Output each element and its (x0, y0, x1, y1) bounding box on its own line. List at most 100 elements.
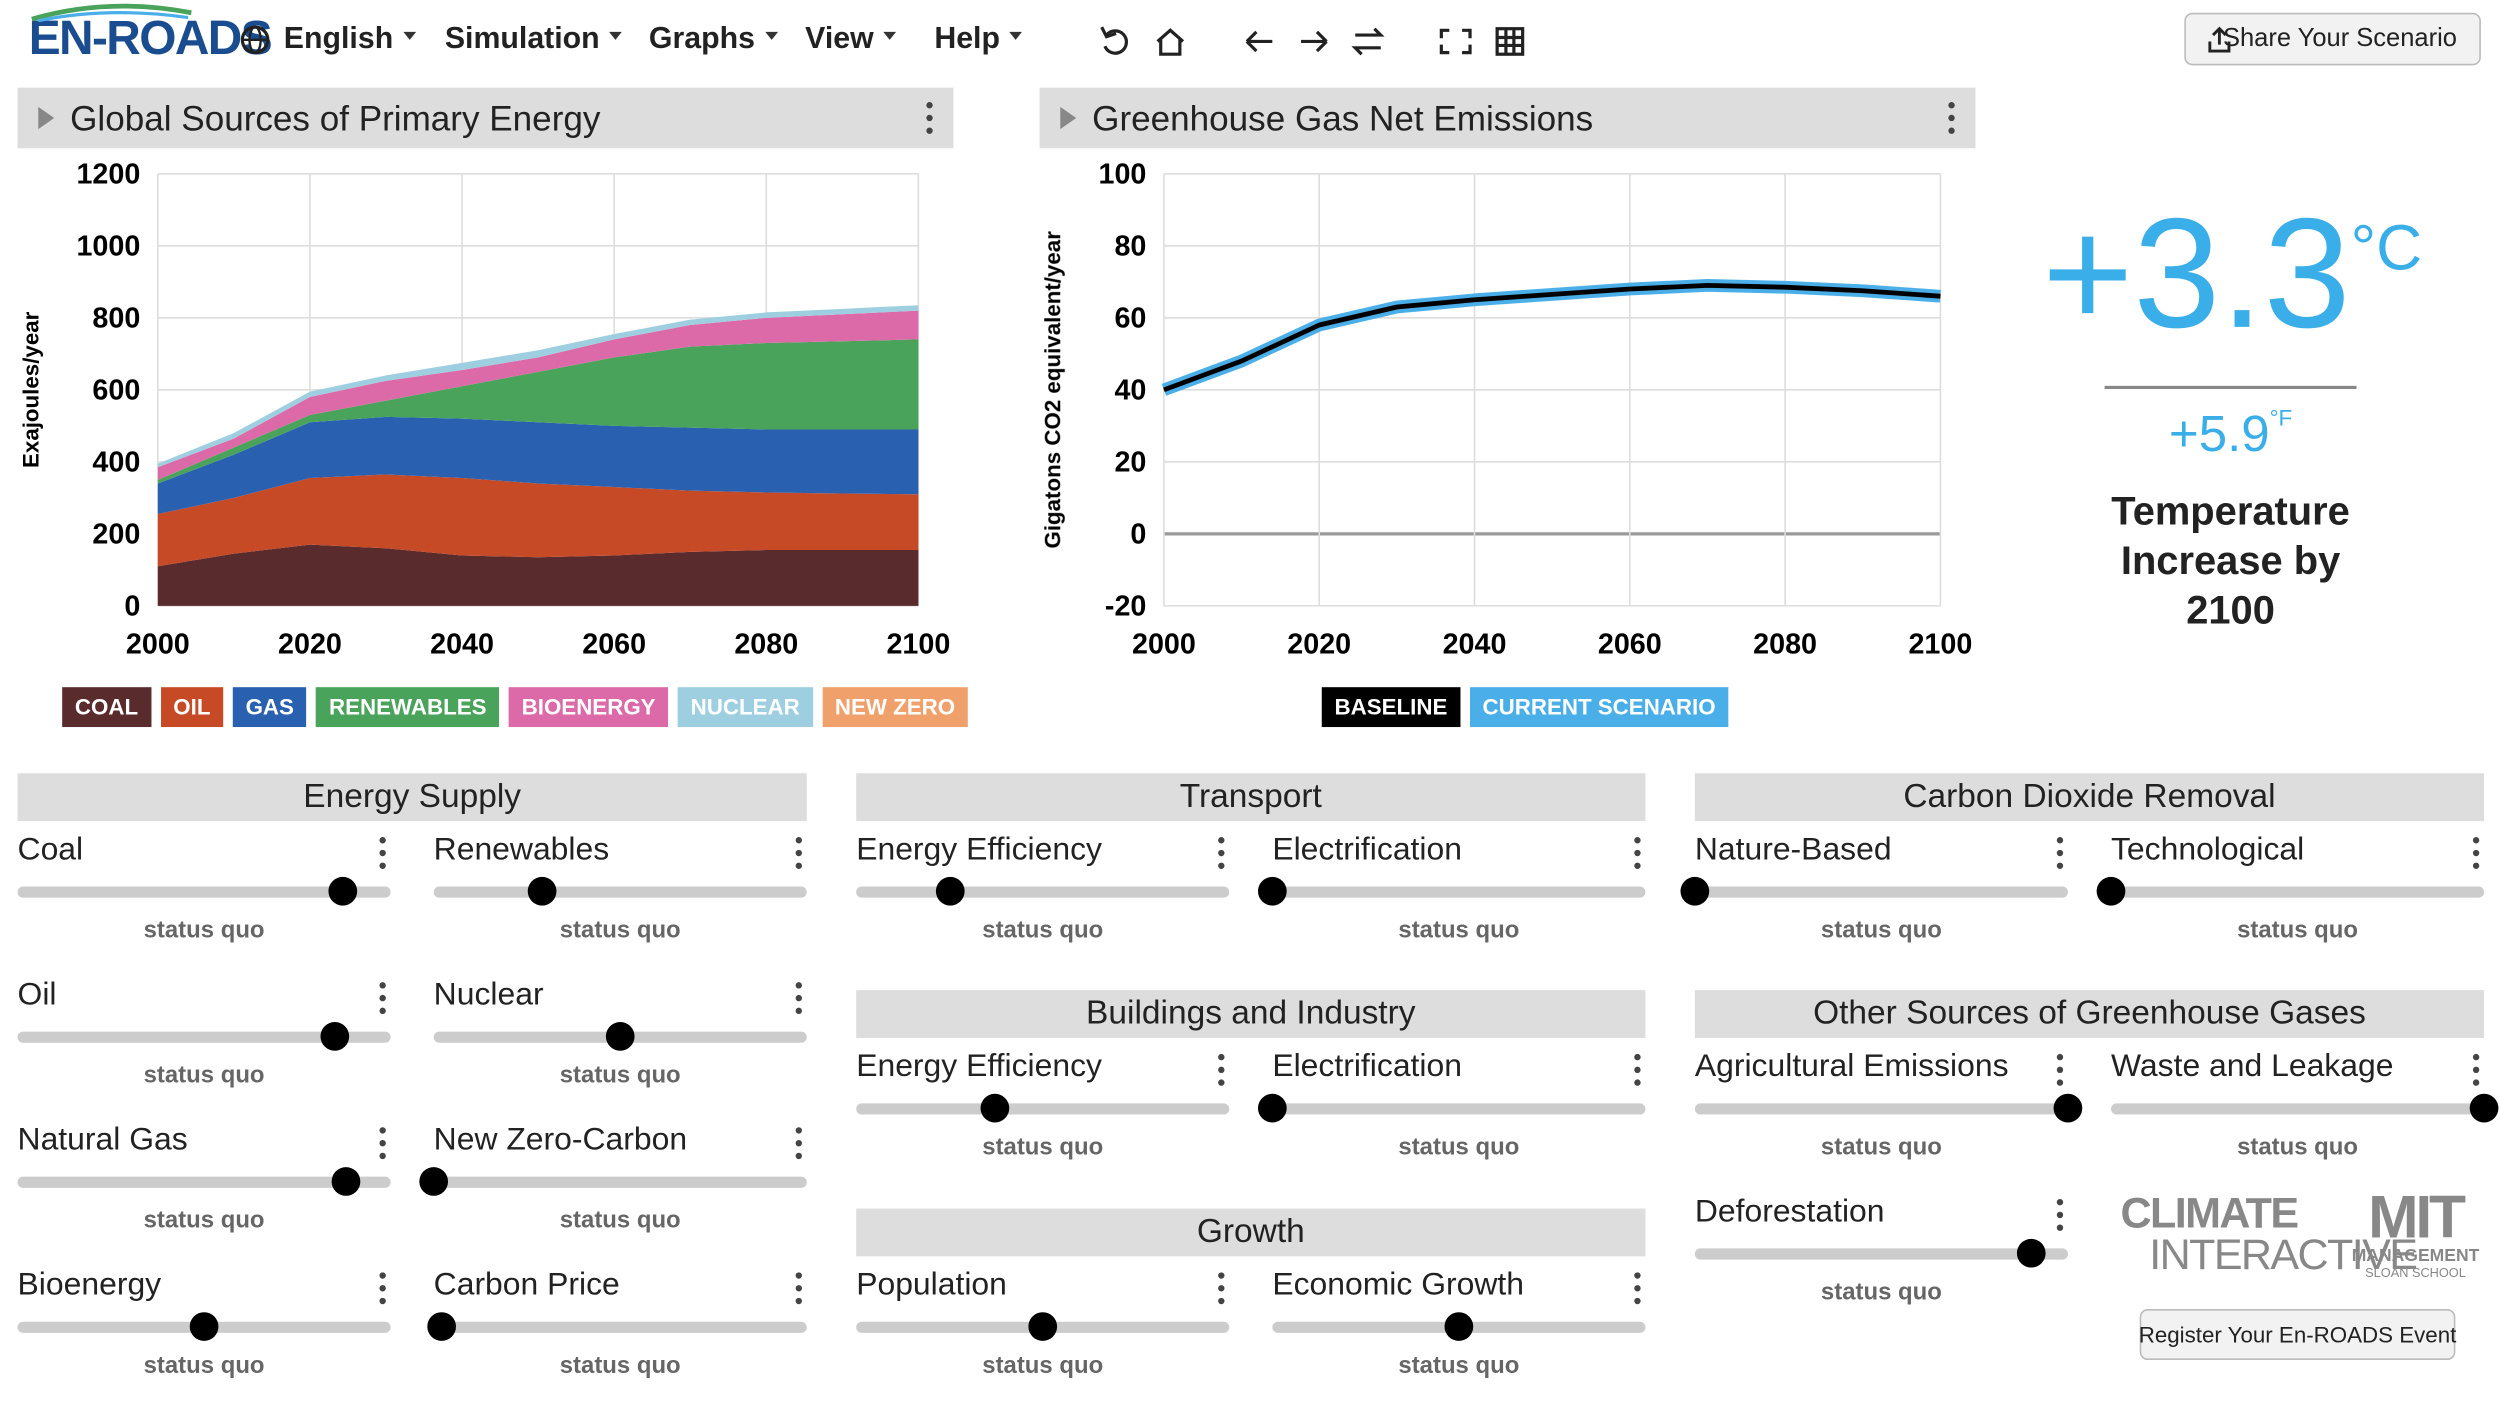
legend-item[interactable]: GAS (232, 687, 307, 728)
slider-thumb[interactable] (426, 1312, 456, 1341)
slider-track[interactable] (856, 886, 1230, 898)
x-tick-label: 2080 (1753, 629, 1817, 661)
more-menu[interactable] (794, 1126, 804, 1161)
slider-thumb[interactable] (2096, 876, 2126, 906)
globe-icon (240, 25, 270, 55)
slider-track[interactable] (856, 1103, 1230, 1115)
more-menu[interactable] (1633, 835, 1643, 870)
slider-track[interactable] (1694, 1248, 2068, 1260)
temperature-f-display: +5.9°F (2105, 405, 2357, 464)
menu-item[interactable]: Graphs (649, 22, 777, 57)
more-menu[interactable] (1633, 1271, 1643, 1306)
slider-track[interactable] (433, 1321, 807, 1333)
menu-item[interactable]: English (284, 22, 416, 57)
more-menu[interactable] (2055, 1197, 2065, 1232)
register-button[interactable]: Register Your En-ROADS Event (2139, 1309, 2456, 1361)
more-menu[interactable] (378, 835, 388, 870)
menu-dot (795, 837, 802, 844)
slider-thumb[interactable] (320, 1022, 349, 1051)
more-menu[interactable] (2471, 835, 2481, 870)
more-menu[interactable] (1217, 1271, 1227, 1306)
slider-thumb[interactable] (419, 1167, 449, 1196)
menu-dot (2056, 1198, 2064, 1206)
more-menu[interactable] (2471, 1052, 2481, 1087)
legend-item[interactable]: NUCLEAR (677, 687, 813, 728)
more-menu[interactable] (794, 981, 804, 1016)
slider-thumb[interactable] (331, 1167, 361, 1196)
x-tick-label: 2080 (734, 629, 798, 661)
slider-thumb[interactable] (2053, 1093, 2083, 1123)
slider-thumb[interactable] (2469, 1093, 2499, 1123)
slider-thumb[interactable] (1028, 1312, 1058, 1341)
more-menu[interactable] (2055, 1052, 2065, 1087)
menu-dot (1634, 849, 1641, 857)
more-menu[interactable] (925, 100, 935, 135)
menu-dot (795, 1139, 802, 1147)
legend-item[interactable]: COAL (62, 687, 151, 728)
menu-item[interactable]: Help (934, 22, 1022, 57)
slider-thumb[interactable] (189, 1312, 219, 1341)
menu-dot (795, 982, 802, 989)
slider-track[interactable] (17, 1176, 391, 1188)
slider-track[interactable] (2110, 886, 2485, 898)
more-menu[interactable] (1947, 100, 1957, 135)
menu-dot (795, 994, 802, 1002)
expand-icon (38, 106, 55, 130)
y-tick-label: 40 (1114, 374, 1146, 406)
slider-thumb[interactable] (1444, 1312, 1474, 1341)
slider-track[interactable] (1694, 1103, 2068, 1115)
more-menu[interactable] (378, 1126, 388, 1161)
more-menu[interactable] (1217, 1052, 1227, 1087)
menu-item[interactable]: View (805, 22, 896, 57)
slider-thumb[interactable] (1257, 1093, 1287, 1123)
more-menu[interactable] (794, 1271, 804, 1306)
share-button[interactable]: Share Your Scenario (2184, 12, 2481, 66)
more-menu[interactable] (794, 835, 804, 870)
more-menu[interactable] (2055, 835, 2065, 870)
area (157, 339, 919, 484)
menu-dot (1218, 849, 1225, 857)
more-menu[interactable] (378, 981, 388, 1016)
menu-item[interactable]: Simulation (445, 22, 622, 57)
mit-sub2: SLOAN SCHOOL (2365, 1265, 2466, 1281)
slider-thumb[interactable] (1257, 876, 1287, 906)
slider-label: Electrification (1272, 832, 1462, 868)
legend-item[interactable]: OIL (160, 687, 224, 728)
slider-thumb[interactable] (2016, 1238, 2045, 1268)
slider-thumb[interactable] (1680, 876, 1710, 906)
group-header: Other Sources of Greenhouse Gases (1694, 990, 2485, 1038)
slider-track[interactable] (1272, 1103, 1646, 1115)
legend-item[interactable]: RENEWABLES (316, 687, 500, 728)
legend-item[interactable]: NEW ZERO (822, 687, 968, 728)
slider-thumb[interactable] (527, 876, 557, 906)
y-tick-label: 20 (1114, 446, 1146, 478)
slider-thumb[interactable] (979, 1093, 1009, 1123)
more-menu[interactable] (378, 1271, 388, 1306)
legend-item[interactable]: CURRENT SCENARIO (1469, 687, 1729, 728)
x-tick-label: 2060 (1598, 629, 1662, 661)
slider-thumb[interactable] (935, 876, 964, 906)
menu-dot (2056, 849, 2064, 857)
more-menu[interactable] (1633, 1052, 1643, 1087)
slider-track[interactable] (17, 1031, 391, 1043)
legend-item[interactable]: BASELINE (1321, 687, 1461, 728)
menu-dot (1948, 114, 1955, 122)
more-menu[interactable] (1217, 835, 1227, 870)
menu-dot (2056, 1224, 2064, 1231)
legend-item[interactable]: BIOENERGY (508, 687, 669, 728)
area (157, 310, 919, 480)
logo[interactable]: EN-ROADS (28, 12, 273, 66)
mit-sub: MANAGEMENT (2351, 1246, 2480, 1266)
slider-thumb[interactable] (605, 1022, 635, 1051)
slider-track[interactable] (1272, 886, 1646, 898)
slider-track[interactable] (433, 1176, 807, 1188)
slider-track[interactable] (1694, 886, 2068, 898)
slider-track[interactable] (2110, 1103, 2485, 1115)
chart-title: Greenhouse Gas Net Emissions (1092, 98, 1594, 139)
slider-track[interactable] (17, 886, 391, 898)
slider-label: Carbon Price (433, 1267, 620, 1303)
slider-thumb[interactable] (327, 876, 357, 906)
menu-dot (1218, 1066, 1225, 1074)
slider-track[interactable] (433, 886, 807, 898)
plot: 0 200 400 600 800 1000 1200 2000 2020 2040 2060 208… (18, 158, 950, 660)
